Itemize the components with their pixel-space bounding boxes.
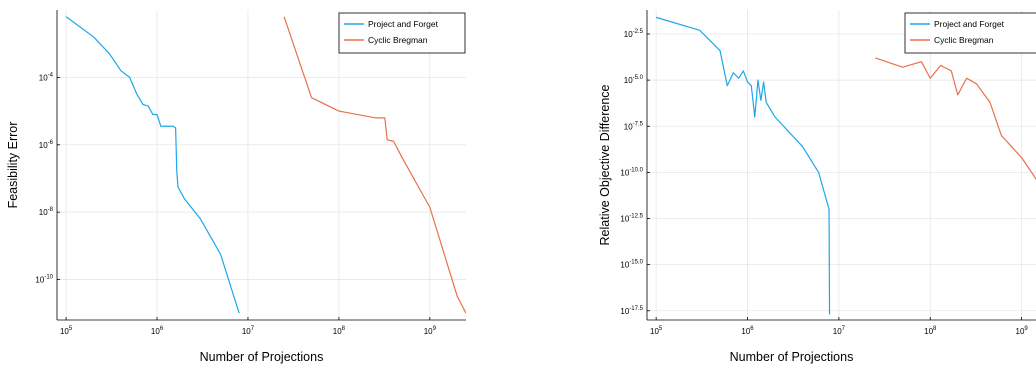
- y-tick-label: 10-10: [35, 275, 53, 285]
- chart-1: 105 106 107 108 109 10-10 10-8 10-6 10-4 Number o…: [6, 10, 466, 364]
- y-tick-exponent: -4: [48, 72, 54, 78]
- x-tick-exponent: 7: [842, 326, 846, 332]
- x-tick-label: 109: [424, 326, 437, 336]
- legend: Project and Forget Cyclic Bregman: [904, 12, 1036, 54]
- x-tick-exponent: 8: [933, 326, 937, 332]
- y-tick-exponent: -12.5: [629, 214, 643, 220]
- y-tick-exponent: -10.0: [629, 167, 643, 173]
- x-tick-exponent: 6: [160, 326, 164, 332]
- x-tick-exponent: 9: [433, 326, 437, 332]
- x-tick-label: 106: [741, 326, 754, 336]
- x-tick-exponent: 5: [659, 326, 663, 332]
- y-axis-title: Relative Objective Difference: [598, 84, 612, 245]
- legend-box: [904, 12, 1036, 54]
- x-axis-title: Number of Projections: [200, 350, 324, 364]
- y-tick-label: 10-6: [39, 140, 54, 150]
- x-tick-label: 109: [1016, 326, 1029, 336]
- x-tick-label: 108: [333, 326, 346, 336]
- y-tick-label: 10-7.5: [624, 121, 644, 131]
- x-tick-exponent: 8: [342, 326, 346, 332]
- legend-label: Cyclic Bregman: [934, 35, 994, 45]
- x-tick-exponent: 7: [251, 326, 255, 332]
- y-tick-exponent: -7.5: [633, 121, 644, 127]
- x-tick-exponent: 5: [69, 326, 73, 332]
- y-axis-title: Feasibility Error: [6, 122, 20, 209]
- series-line-cyclic-bregman: [283, 16, 466, 314]
- y-tick-exponent: -6: [48, 140, 54, 146]
- y-tick-exponent: -17.5: [629, 306, 643, 312]
- x-axis-title: Number of Projections: [730, 350, 854, 364]
- series-line-cyclic-bregman: [875, 57, 1036, 181]
- y-tick-label: 10-2.5: [624, 29, 644, 39]
- legend-label: Project and Forget: [368, 19, 439, 29]
- series-line-project-and-forget: [65, 16, 240, 314]
- gridlines: [57, 10, 466, 320]
- x-tick-label: 106: [151, 326, 164, 336]
- y-tick-label: 10-4: [39, 72, 54, 82]
- gridlines: [647, 10, 1036, 320]
- y-tick-label: 10-8: [39, 207, 54, 217]
- y-tick-exponent: -8: [48, 207, 54, 213]
- y-tick-label: 10-10.0: [620, 167, 643, 177]
- x-tick-exponent: 6: [750, 326, 754, 332]
- x-tick-label: 105: [650, 326, 663, 336]
- legend-label: Project and Forget: [934, 19, 1005, 29]
- legend-box: [338, 12, 466, 54]
- x-tick-label: 107: [833, 326, 846, 336]
- legend: Project and Forget Cyclic Bregman: [338, 12, 466, 54]
- y-tick-label: 10-15.0: [620, 260, 643, 270]
- y-tick-label: 10-17.5: [620, 306, 643, 316]
- x-tick-label: 107: [242, 326, 255, 336]
- y-tick-exponent: -5.0: [633, 75, 644, 81]
- x-tick-label: 108: [924, 326, 937, 336]
- plot-area: [655, 16, 1036, 315]
- y-tick-exponent: -10: [44, 275, 53, 281]
- chart-2: 105 106 107 108 109 10-17.5 10-15.0 10-12.5 10-1…: [598, 10, 1036, 364]
- plot-area: [65, 16, 466, 314]
- x-tick-label: 105: [60, 326, 73, 336]
- y-tick-label: 10-5.0: [624, 75, 644, 85]
- series-line-project-and-forget: [655, 16, 831, 315]
- y-tick-label: 10-12.5: [620, 214, 643, 224]
- legend-label: Cyclic Bregman: [368, 35, 428, 45]
- y-tick-exponent: -2.5: [633, 29, 644, 35]
- y-tick-exponent: -15.0: [629, 260, 643, 266]
- x-tick-exponent: 9: [1024, 326, 1028, 332]
